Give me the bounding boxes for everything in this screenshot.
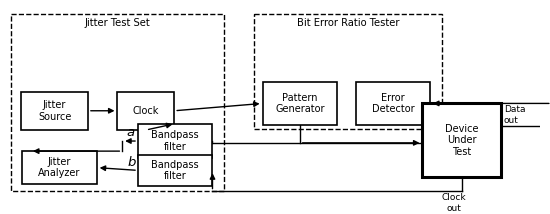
Text: Error
Detector: Error Detector	[372, 93, 414, 114]
Text: Bandpass
filter: Bandpass filter	[151, 160, 199, 181]
Bar	[356, 82, 430, 125]
Text: Bit Error Ratio Tester: Bit Error Ratio Tester	[296, 18, 399, 28]
Text: a: a	[126, 126, 134, 139]
Text: Data
out: Data out	[504, 105, 525, 125]
Text: Device
Under
Test: Device Under Test	[445, 123, 478, 157]
Bar	[22, 151, 97, 184]
Text: Jitter
Source: Jitter Source	[38, 100, 72, 122]
Text: Bandpass
filter: Bandpass filter	[151, 130, 199, 152]
Bar	[138, 155, 212, 186]
Bar	[422, 103, 501, 177]
Text: Clock: Clock	[133, 106, 159, 116]
Text: Clock
out: Clock out	[442, 193, 466, 213]
Text: Pattern
Generator: Pattern Generator	[275, 93, 324, 114]
Bar	[262, 82, 337, 125]
Bar	[254, 15, 442, 129]
Text: b: b	[128, 156, 136, 169]
Text: Jitter
Analyzer: Jitter Analyzer	[39, 157, 81, 178]
Bar	[117, 92, 174, 130]
Bar	[138, 124, 212, 158]
Bar	[21, 92, 88, 130]
Bar	[10, 15, 224, 190]
Text: Jitter Test Set: Jitter Test Set	[85, 18, 150, 28]
